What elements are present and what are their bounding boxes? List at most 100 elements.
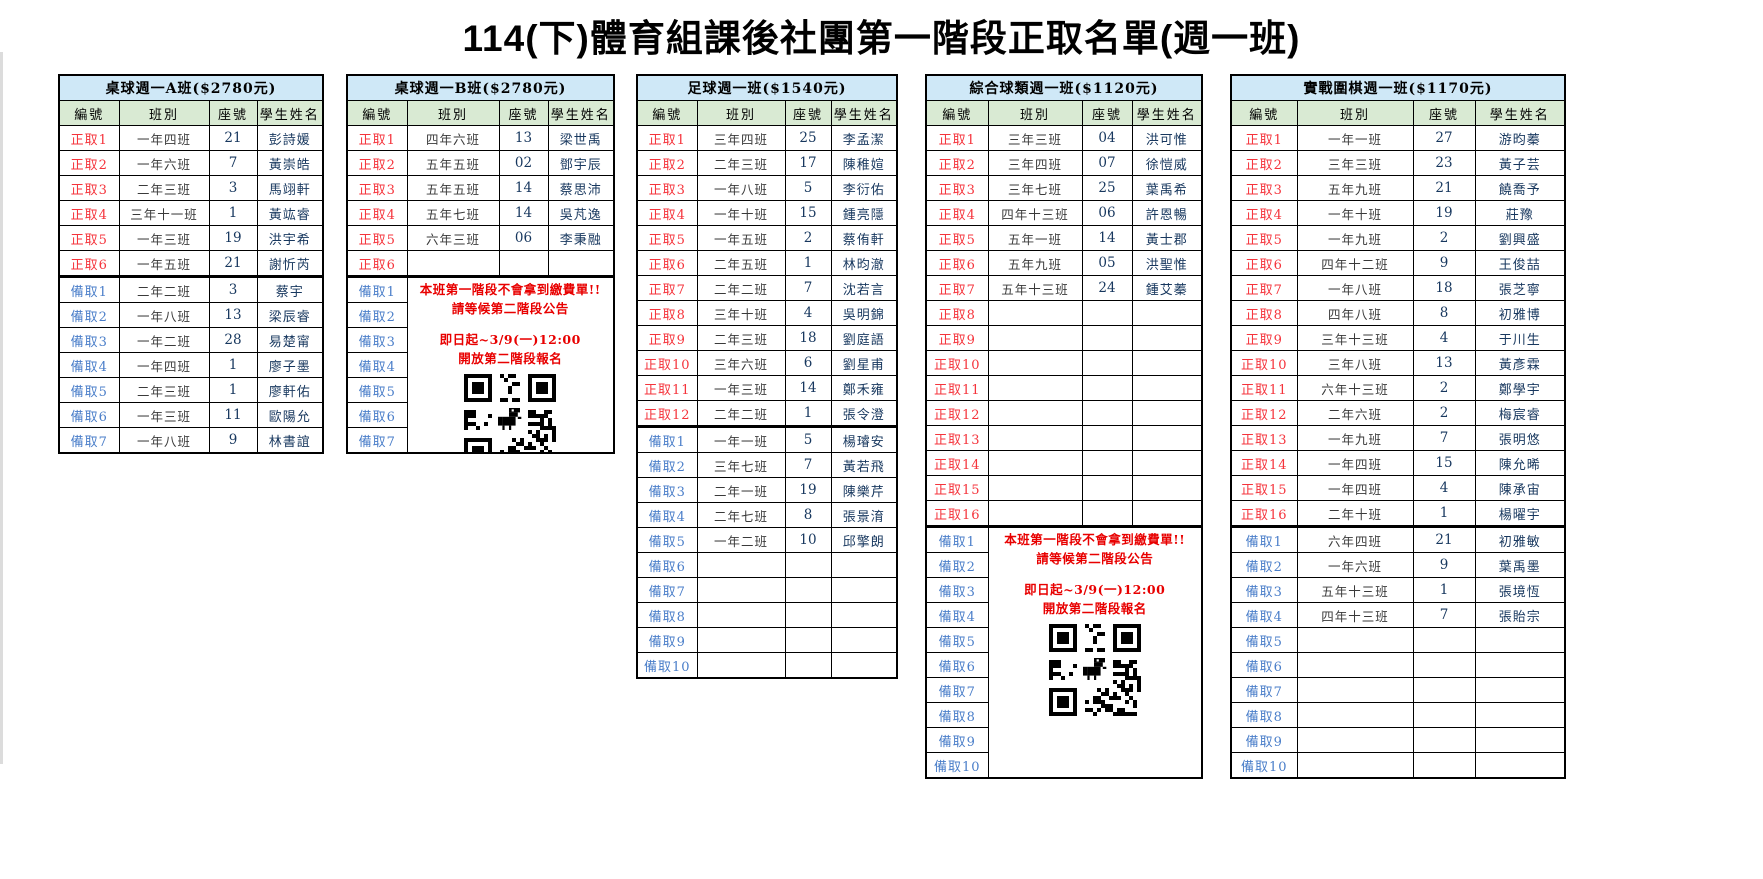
column-header: 編號 [925,100,989,126]
seat-cell [1412,727,1476,753]
sheet-left-edge [0,52,3,764]
row-label-cell: 備取6 [636,552,698,578]
seat-cell: 9 [1412,250,1476,276]
name-cell: 莊豫 [1474,200,1566,226]
name-cell: 饒喬予 [1474,175,1566,201]
table-row: 正取14 [925,450,1203,476]
row-label-cell: 正取2 [636,150,698,176]
name-cell [1131,300,1203,326]
row-label-cell: 備取9 [925,727,989,753]
row-label-cell: 備取8 [1230,702,1298,728]
column-header: 編號 [346,100,408,126]
class-cell: 一年十班 [1296,200,1414,226]
name-cell: 黃竑睿 [256,200,324,226]
table-row: 備取4 一年四班 1 廖子墨 [58,352,324,378]
club-table: 桌球週一A班($2780元) 編號 班別 座號 學生姓名 正取1 一年四班 21 彭詩媛 正取2 一… [58,74,324,454]
class-cell: 五年九班 [987,250,1083,276]
class-cell: 三年三班 [1296,150,1414,176]
table-row: 正取12 二年六班 2 梅宸睿 [1230,400,1566,426]
notice-line: 本班第一階段不會拿到繳費單!! [419,282,601,297]
name-cell: 蔡宇 [256,275,324,303]
table-row: 備取2 三年七班 7 黃若飛 [636,452,898,478]
table-row: 備取8 [925,702,1202,728]
seat-cell [1412,752,1476,779]
seat-cell [1081,500,1133,527]
seat-cell: 06 [498,225,549,251]
class-cell: 三年七班 [987,175,1083,201]
row-label-cell: 正取11 [1230,375,1298,401]
club-table: 綜合球類週一班($1120元) 編號 班別 座號 學生姓名 正取1 三年三班 04 洪可惟 正取2… [925,74,1203,779]
seat-cell: 2 [1412,375,1476,401]
column-header: 座號 [1412,100,1476,126]
name-cell: 李衍佑 [830,175,898,201]
seat-cell: 4 [1412,475,1476,501]
seat-cell [1412,702,1476,728]
row-label-cell: 正取4 [636,200,698,226]
seat-cell [784,652,832,679]
name-cell: 洪可惟 [1131,125,1203,151]
seat-cell: 15 [784,200,832,226]
seat-cell: 8 [784,502,832,528]
name-cell: 易楚甯 [256,327,324,353]
row-label-cell: 正取6 [1230,250,1298,276]
row-label-cell: 備取6 [346,402,408,428]
class-cell: 三年四班 [987,150,1083,176]
table-row: 正取12 [925,400,1203,426]
table-row: 正取8 三年十班 4 吳明錦 [636,300,898,326]
name-cell: 徐愷威 [1131,150,1203,176]
row-label-cell: 正取6 [346,250,408,277]
row-label-cell: 正取1 [1230,125,1298,151]
table-row: 正取14 一年四班 15 陳允晞 [1230,450,1566,476]
name-cell: 洪聖惟 [1131,250,1203,276]
name-cell: 陳樂芹 [830,477,898,503]
name-cell: 張明悠 [1474,425,1566,451]
row-label-cell: 正取8 [636,300,698,326]
name-cell: 吳芃逸 [547,200,615,226]
seat-cell [1081,375,1133,401]
seat-cell: 02 [498,150,549,176]
class-cell: 二年二班 [696,400,786,427]
table-row: 備取5 一年二班 10 邱擎朗 [636,527,898,553]
table-row: 正取2 二年三班 17 陳稚媗 [636,150,898,176]
name-cell: 陳稚媗 [830,150,898,176]
row-label-cell: 正取4 [1230,200,1298,226]
table-row: 備取1 本班第一階段不會拿到繳費單!! 請等候第二階段公告 即日起~3/9(一)12:… [925,525,1203,779]
class-cell [1296,752,1414,779]
seat-cell: 1 [1412,577,1476,603]
name-cell: 黃子芸 [1474,150,1566,176]
seat-cell: 13 [1412,350,1476,376]
class-cell [406,250,500,277]
page-title: 114(下)體育組課後社團第一階段正取名單(週一班) [462,18,1301,59]
row-label-cell: 正取3 [346,175,408,201]
seat-cell: 7 [1412,425,1476,451]
seat-cell: 1 [208,352,258,378]
notice-line: 即日起~3/9(一)12:00 [1024,581,1166,597]
tables-row: 桌球週一A班($2780元) 編號 班別 座號 學生姓名 正取1 一年四班 21 彭詩媛 正取2 一… [0,74,1763,779]
class-cell: 一年十班 [696,200,786,226]
name-cell: 劉興盛 [1474,225,1566,251]
table-row: 備取3 [925,577,1202,603]
seat-cell: 04 [1081,125,1133,151]
name-cell: 陳允晞 [1474,450,1566,476]
table-row: 正取3 二年三班 3 馬翊軒 [58,175,324,201]
table-row: 正取5 一年五班 2 蔡侑軒 [636,225,898,251]
second-stage-notice: 本班第一階段不會拿到繳費單!! 請等候第二階段公告 即日起~3/9(一)12:00 開… [987,525,1203,779]
table-row: 正取7 一年八班 18 張芝寧 [1230,275,1566,301]
class-cell: 一年四班 [1296,475,1414,501]
class-cell: 三年三班 [987,125,1083,151]
name-cell: 吳明錦 [830,300,898,326]
seat-cell: 7 [208,150,258,176]
table-row: 正取2 三年四班 07 徐愷威 [925,150,1203,176]
seat-cell: 19 [208,225,258,251]
seat-cell [1081,475,1133,501]
table-row: 備取5 二年三班 1 廖軒佑 [58,377,324,403]
name-cell [1131,425,1203,451]
name-cell: 李孟潔 [830,125,898,151]
club-table: 足球週一班($1540元) 編號 班別 座號 學生姓名 正取1 三年四班 25 李孟潔 正取2 二年… [636,74,898,679]
name-cell: 葉禹墨 [1474,552,1566,578]
row-label-cell: 備取4 [58,352,120,378]
row-label-cell: 正取3 [1230,175,1298,201]
row-label-cell: 正取2 [925,150,989,176]
name-cell: 初雅敏 [1474,525,1566,553]
name-cell: 梁辰睿 [256,302,324,328]
